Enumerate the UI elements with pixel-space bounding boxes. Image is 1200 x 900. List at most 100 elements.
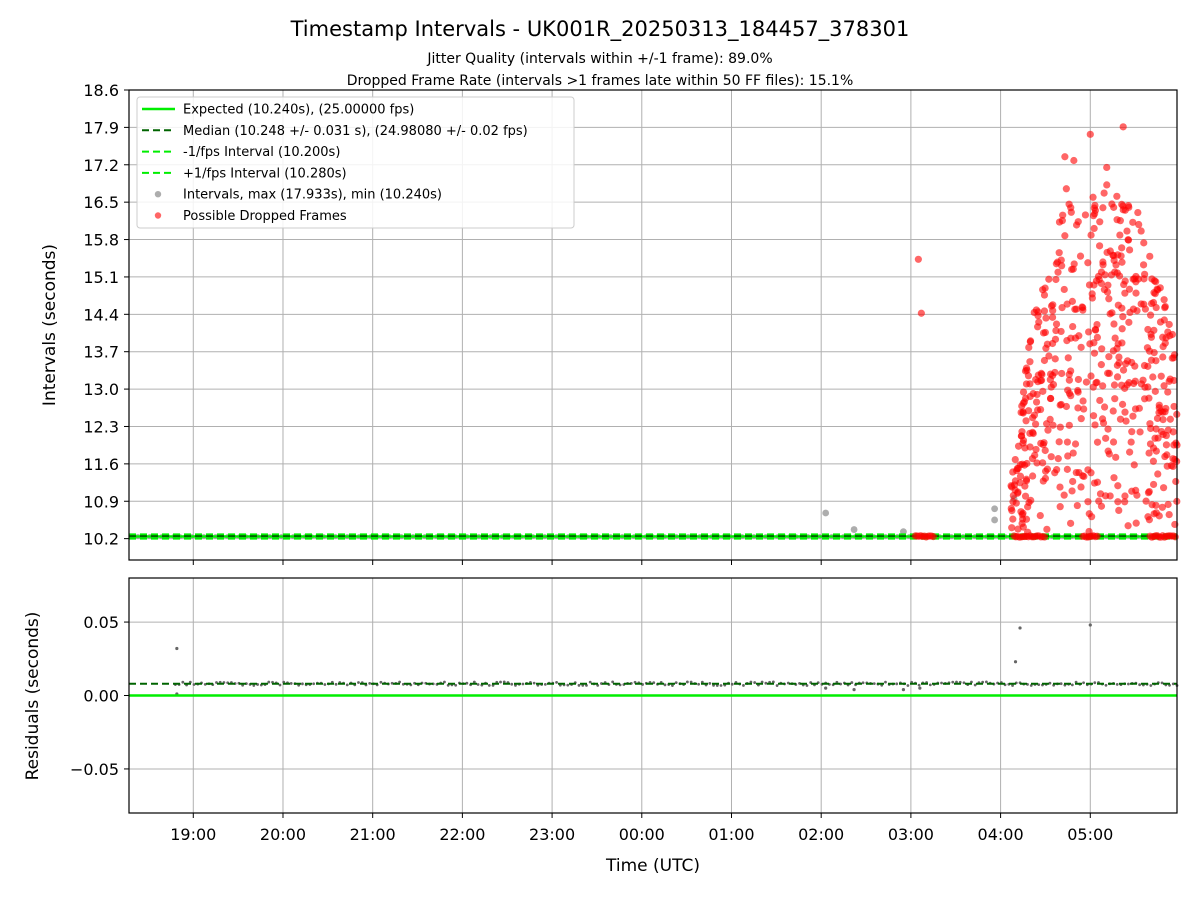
- dropped-frame-point: [1099, 382, 1107, 390]
- residuals-ticks: 19:00 20:00 21:00 22:00 23:00 00:00 01:00 02:00…: [70, 613, 1113, 844]
- figure-subtitle-dropped: Dropped Frame Rate (intervals >1 frames …: [347, 73, 854, 89]
- dropped-frame-point: [1100, 189, 1108, 197]
- residual-point: [1048, 681, 1052, 685]
- dropped-frame-point: [1075, 332, 1083, 340]
- residual-point: [917, 683, 921, 687]
- dropped-frame-point: [1034, 371, 1042, 379]
- residual-point: [521, 682, 525, 686]
- residual-point: [674, 681, 678, 685]
- residual-point: [1082, 681, 1085, 685]
- dropped-frame-point: [1081, 211, 1090, 219]
- dropped-frame-point: [1048, 313, 1057, 321]
- dropped-frame-point: [1164, 388, 1172, 396]
- dropped-frame-point: [1118, 400, 1127, 408]
- dropped-frame-point: [1008, 483, 1016, 491]
- dropped-frame-point: [1051, 355, 1059, 363]
- dropped-frame-point: [1169, 462, 1177, 471]
- residual-point: [368, 681, 372, 685]
- residual-point: [940, 681, 943, 685]
- dropped-frame-point: [1097, 502, 1106, 510]
- residual-point: [884, 680, 887, 684]
- dropped-frame-point: [1147, 356, 1156, 364]
- intervals-y-tick-label: 11.6: [83, 455, 119, 474]
- residual-point: [805, 684, 809, 687]
- dropped-frame-point: [1074, 388, 1082, 396]
- dropped-frame-point: [1106, 492, 1114, 500]
- dropped-frame-point: [1118, 258, 1126, 266]
- dropped-frame-point: [1034, 308, 1042, 316]
- dropped-frame-point: [1126, 246, 1134, 254]
- dropped-frame-point: [1135, 404, 1143, 412]
- dropped-frame-point: [1032, 445, 1040, 454]
- dropped-frame-point: [1159, 333, 1167, 341]
- dropped-frame-point: [1119, 366, 1128, 374]
- dropped-frame-point: [1069, 322, 1077, 331]
- dropped-frame-point: [1157, 407, 1165, 415]
- dropped-frame-point: [1142, 497, 1150, 505]
- dropped-frame-point: [1009, 515, 1017, 523]
- dropped-frame-point: [1013, 464, 1021, 473]
- residual-point: [543, 682, 547, 686]
- dropped-frame-point: [1113, 344, 1121, 352]
- dropped-frame-point: [1019, 436, 1028, 445]
- dropped-frame-point: [1110, 320, 1118, 328]
- dropped-frame-point: [1116, 272, 1124, 280]
- dropped-frame-point: [1056, 483, 1064, 491]
- legend-entry-label: Expected (10.240s), (25.00000 fps): [183, 103, 414, 118]
- dropped-frame-point: [1056, 503, 1064, 511]
- dropped-frame-point: [1117, 252, 1125, 260]
- dropped-frame-point: [1154, 470, 1162, 478]
- intervals-ylabel: Intervals (seconds): [40, 244, 60, 406]
- dropped-frame-point: [1063, 465, 1071, 473]
- dropped-frame-point: [1161, 339, 1169, 347]
- dropped-frame-point: [1151, 290, 1159, 298]
- dropped-frame-point: [1018, 402, 1026, 410]
- residuals-y-tick-label: 0.05: [83, 613, 119, 632]
- residual-point: [671, 684, 674, 687]
- dropped-frame-point: [1069, 449, 1077, 457]
- dropped-frame-point: [1124, 202, 1133, 210]
- dropped-frame-point: [1080, 405, 1088, 413]
- dropped-frame-point: [1053, 258, 1062, 266]
- legend-entry-label: Intervals, max (17.933s), min (10.240s): [183, 188, 442, 203]
- dropped-frame-point: [1065, 376, 1073, 384]
- dropped-frame-point: [1016, 479, 1024, 487]
- dropped-frame-point: [1093, 320, 1101, 329]
- dropped-frame-point: [1076, 252, 1085, 260]
- figure-title: Timestamp Intervals - UK001R_20250313_18…: [290, 17, 910, 42]
- dropped-frame-point: [1146, 440, 1155, 448]
- dropped-frame-point: [1065, 421, 1073, 429]
- intervals-y-tick-label: 12.3: [83, 417, 119, 436]
- dropped-frame-point: [1168, 330, 1177, 339]
- dropped-frame-point: [1139, 261, 1148, 269]
- dropped-frame-point: [1152, 509, 1160, 517]
- dropped-frame-point: [1064, 354, 1072, 362]
- residual-point: [487, 683, 491, 687]
- dropped-frame-point: [1124, 236, 1132, 244]
- residual-point: [1013, 660, 1018, 664]
- dropped-frame-point: [1082, 378, 1091, 386]
- intervals-y-tick-label: 16.5: [83, 193, 119, 212]
- dropped-frame-point: [1049, 307, 1057, 315]
- residual-point: [951, 680, 955, 684]
- residual-point: [901, 688, 906, 692]
- dropped-frame-point: [1067, 367, 1075, 375]
- dropped-frame-point: [1024, 528, 1032, 536]
- dropped-frame-point: [1119, 123, 1127, 131]
- dropped-frame-point: [1125, 318, 1133, 326]
- dropped-frame-point: [1042, 344, 1050, 352]
- dropped-frame-point: [1113, 216, 1121, 224]
- residual-point: [1115, 683, 1119, 686]
- dropped-frame-point: [1172, 477, 1180, 486]
- dropped-frame-point: [1093, 438, 1102, 446]
- dropped-frame-point: [1045, 275, 1053, 283]
- dropped-frame-point: [1070, 156, 1078, 165]
- dropped-frame-point: [1063, 438, 1072, 446]
- dropped-frame-point: [1129, 412, 1137, 420]
- residual-point: [1138, 683, 1142, 687]
- residual-point: [1070, 683, 1074, 687]
- residual-point: [1088, 623, 1092, 627]
- dropped-frame-point: [1147, 424, 1155, 433]
- dropped-frame-point: [1121, 289, 1129, 297]
- dropped-frame-point: [1071, 305, 1079, 313]
